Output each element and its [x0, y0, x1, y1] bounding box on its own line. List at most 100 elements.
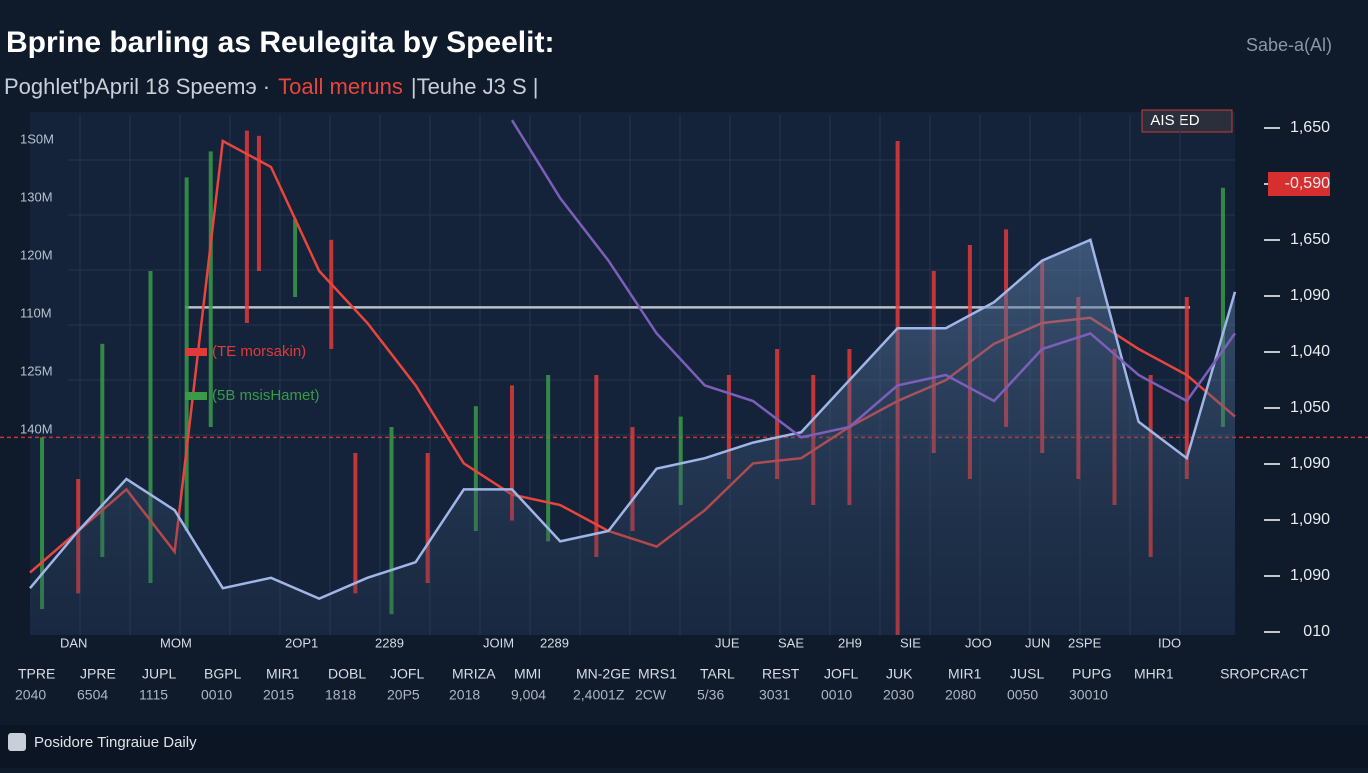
- x-sublabel: 2030: [883, 687, 914, 703]
- x-sublabel: 30010: [1069, 687, 1108, 703]
- candle: [630, 427, 635, 531]
- x-label: MRIZA: [452, 666, 496, 682]
- candle: [1184, 297, 1189, 479]
- inner-x-label: 2H9: [838, 635, 862, 650]
- inner-x-label: SAE: [778, 635, 804, 650]
- x-label: MIR1: [948, 666, 982, 682]
- right-label: 1,650: [1290, 119, 1330, 136]
- candle: [473, 406, 478, 531]
- candle: [353, 453, 358, 594]
- left-label: 120M: [20, 247, 53, 262]
- left-label: 1S0M: [20, 131, 54, 146]
- x-sublabel: 2040: [15, 687, 46, 703]
- candle: [329, 239, 334, 349]
- x-label: JPRE: [80, 666, 116, 682]
- x-label: JOFL: [390, 666, 424, 682]
- candle: [678, 416, 683, 505]
- x-label: TPRE: [18, 666, 55, 682]
- candle: [726, 375, 731, 479]
- chart-title: Bprine barling as Reulegita by Speelit:: [6, 26, 554, 59]
- line: [29, 238, 1237, 600]
- x-label: MMI: [514, 666, 541, 682]
- x-sublabel: 3031: [759, 687, 790, 703]
- x-sublabel: 6504: [77, 687, 108, 703]
- footer: Posidore Tingraiue Daily: [34, 734, 197, 751]
- subtitle-highlight: Toall meruns: [278, 74, 403, 99]
- candle: [100, 343, 105, 557]
- candle: [389, 427, 394, 615]
- x-label: JUK: [886, 666, 913, 682]
- legend-label: (5B msisHamet): [212, 387, 320, 404]
- inner-x-label: DAN: [60, 635, 87, 650]
- x-label: PUPG: [1072, 666, 1112, 682]
- candle: [546, 375, 551, 542]
- x-label: JOFL: [824, 666, 858, 682]
- badge-box: [1141, 109, 1233, 133]
- x-right-label: SROPCRACT: [1220, 666, 1308, 682]
- right-label: 010: [1303, 623, 1330, 640]
- right-label: 1,090: [1290, 455, 1330, 472]
- right-highlight: [1268, 172, 1330, 196]
- footer-icon: [8, 733, 26, 751]
- x-label: MRS1: [638, 666, 677, 682]
- inner-x-label: JUE: [715, 635, 740, 650]
- x-sublabel: 2018: [449, 687, 480, 703]
- line: [510, 119, 1237, 439]
- x-sublabel: 5/36: [697, 687, 724, 703]
- x-label: MN-2GE: [576, 666, 630, 682]
- inner-x-label: JOIM: [483, 635, 514, 650]
- x-sublabel: 2,4001Z: [573, 687, 625, 703]
- area: [30, 239, 1235, 636]
- right-label: 1,090: [1290, 567, 1330, 584]
- inner-x-label: SIE: [900, 635, 921, 650]
- legend-label: (TE morsakin): [212, 343, 306, 360]
- candle: [293, 219, 298, 297]
- candle: [1220, 187, 1225, 427]
- candle: [244, 130, 249, 323]
- candle: [425, 453, 430, 583]
- x-sublabel: 1818: [325, 687, 356, 703]
- x-label: BGPL: [204, 666, 242, 682]
- x-label: DOBL: [328, 666, 366, 682]
- left-label: 110M: [20, 305, 52, 320]
- right-label: 1,090: [1290, 511, 1330, 528]
- footer-bar: [0, 725, 1368, 768]
- x-label: TARL: [700, 666, 735, 682]
- candle: [510, 385, 514, 521]
- inner-x-label: 2SPE: [1068, 635, 1102, 650]
- inner-x-label: 2OP1: [285, 635, 318, 650]
- candle: [208, 151, 213, 427]
- inner-x-label: JUN: [1025, 635, 1050, 650]
- x-sublabel: 0010: [821, 687, 852, 703]
- candle: [775, 349, 780, 479]
- x-sublabel: 2015: [263, 687, 294, 703]
- candle: [40, 437, 45, 609]
- candle: [148, 271, 153, 583]
- right-label: 1,040: [1290, 343, 1330, 360]
- legend-swatch: [185, 392, 207, 400]
- left-label: 140M: [20, 421, 53, 436]
- right-label: 1,090: [1290, 287, 1330, 304]
- x-sublabel: 20P5: [387, 687, 420, 703]
- x-label: MIR1: [266, 666, 300, 682]
- x-sublabel: 9,004: [511, 687, 546, 703]
- badge: AIS ED: [1150, 112, 1199, 129]
- subtitle: Poghlet'þApril 18 Speemэ · Toall meruns |T…: [4, 74, 538, 99]
- x-sublabel: 1115: [139, 687, 168, 703]
- x-sublabel: 0050: [1007, 687, 1038, 703]
- candle: [256, 135, 261, 271]
- inner-x-label: 2289: [375, 635, 404, 650]
- right-label: 1,050: [1290, 399, 1330, 416]
- x-label: JUPL: [142, 666, 176, 682]
- subtitle-text: Poghlet'þApril 18 Speemэ ·: [4, 74, 270, 99]
- subtitle-tail: |Teuhe J3 S |: [411, 74, 539, 99]
- right-label: -0,590: [1285, 175, 1330, 192]
- inner-x-label: IDO: [1158, 635, 1181, 650]
- right-label: 1,650: [1290, 231, 1330, 248]
- left-label: 130M: [20, 189, 53, 204]
- x-label: REST: [762, 666, 800, 682]
- x-sublabel: 0010: [201, 687, 232, 703]
- corner-label: Sabe-a(Al): [1246, 35, 1332, 55]
- left-label: 125M: [20, 363, 53, 378]
